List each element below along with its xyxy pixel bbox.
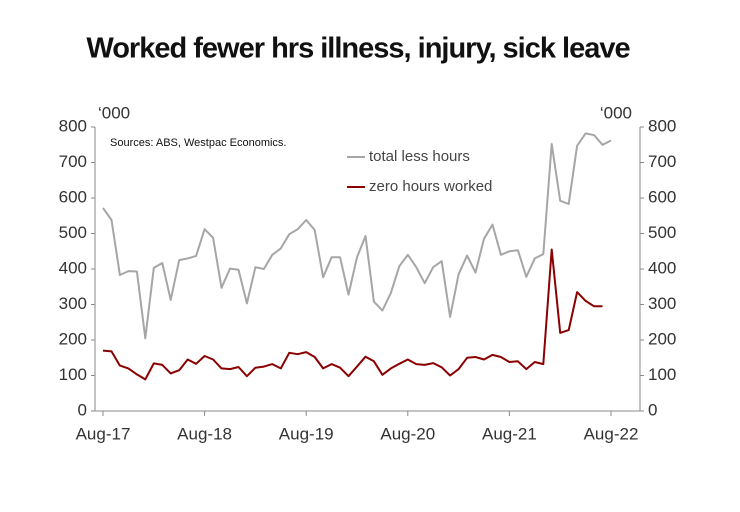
x-tick-label: Aug-18 bbox=[177, 424, 232, 443]
x-tick-label: Aug-21 bbox=[482, 424, 537, 443]
y2-tick-label: 300 bbox=[648, 294, 676, 313]
y-tick-label: 100 bbox=[59, 365, 87, 384]
y-tick-label: 200 bbox=[59, 329, 87, 348]
x-tick-label: Aug-17 bbox=[76, 424, 131, 443]
y2-unit-label: ‘000 bbox=[600, 103, 632, 122]
y2-tick-label: 100 bbox=[648, 365, 676, 384]
y2-tick-label: 0 bbox=[648, 400, 657, 419]
x-tick-label: Aug-22 bbox=[584, 424, 639, 443]
source-note: Sources: ABS, Westpac Economics. bbox=[110, 137, 286, 149]
y-tick-label: 0 bbox=[78, 400, 87, 419]
legend-label: total less hours bbox=[369, 148, 470, 165]
y2-tick-label: 700 bbox=[648, 152, 676, 171]
x-tick-label: Aug-19 bbox=[279, 424, 334, 443]
y-tick-label: 600 bbox=[59, 187, 87, 206]
y-unit-label: ‘000 bbox=[98, 103, 130, 122]
x-tick-label: Aug-20 bbox=[380, 424, 435, 443]
series-line bbox=[102, 132, 612, 340]
y-tick-label: 300 bbox=[59, 294, 87, 313]
y2-tick-label: 500 bbox=[648, 223, 676, 242]
y2-tick-label: 600 bbox=[648, 187, 676, 206]
y2-tick-label: 400 bbox=[648, 258, 676, 277]
legend-label: zero hours worked bbox=[369, 178, 492, 195]
y-tick-label: 400 bbox=[59, 258, 87, 277]
y-tick-label: 500 bbox=[59, 223, 87, 242]
y-tick-label: 800 bbox=[59, 116, 87, 135]
series-line bbox=[102, 248, 603, 381]
y2-tick-label: 200 bbox=[648, 329, 676, 348]
y2-tick-label: 800 bbox=[648, 116, 676, 135]
y-tick-label: 700 bbox=[59, 152, 87, 171]
chart-title: Worked fewer hrs illness, injury, sick l… bbox=[86, 33, 630, 65]
